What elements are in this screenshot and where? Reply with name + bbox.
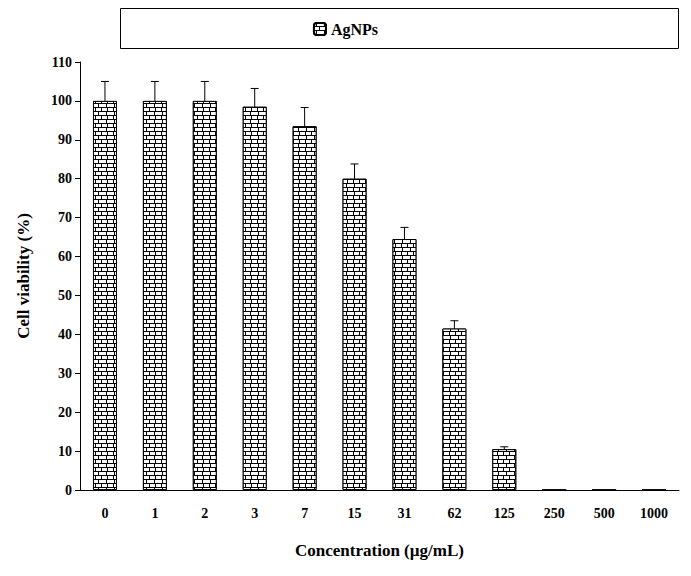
svg-text:2: 2	[201, 506, 208, 521]
svg-text:30: 30	[58, 366, 72, 381]
svg-text:3: 3	[251, 506, 258, 521]
svg-text:7: 7	[301, 506, 308, 521]
svg-text:Concentration (µg/mL): Concentration (µg/mL)	[295, 541, 464, 560]
svg-text:70: 70	[58, 210, 72, 225]
svg-text:125: 125	[494, 506, 515, 521]
svg-text:110: 110	[52, 55, 72, 70]
svg-text:500: 500	[594, 506, 615, 521]
svg-text:AgNPs: AgNPs	[331, 21, 378, 39]
svg-text:40: 40	[58, 327, 72, 342]
svg-text:15: 15	[348, 506, 362, 521]
svg-text:50: 50	[58, 288, 72, 303]
svg-text:10: 10	[58, 444, 72, 459]
svg-text:31: 31	[397, 506, 411, 521]
svg-text:0: 0	[65, 483, 72, 498]
svg-text:100: 100	[51, 93, 72, 108]
svg-text:90: 90	[58, 132, 72, 147]
svg-text:60: 60	[58, 249, 72, 264]
svg-text:Cell viability (%): Cell viability (%)	[14, 213, 33, 339]
svg-text:80: 80	[58, 171, 72, 186]
svg-text:0: 0	[101, 506, 108, 521]
svg-text:62: 62	[447, 506, 461, 521]
svg-text:250: 250	[544, 506, 565, 521]
svg-text:1000: 1000	[640, 506, 668, 521]
svg-text:20: 20	[58, 405, 72, 420]
svg-text:1: 1	[151, 506, 158, 521]
